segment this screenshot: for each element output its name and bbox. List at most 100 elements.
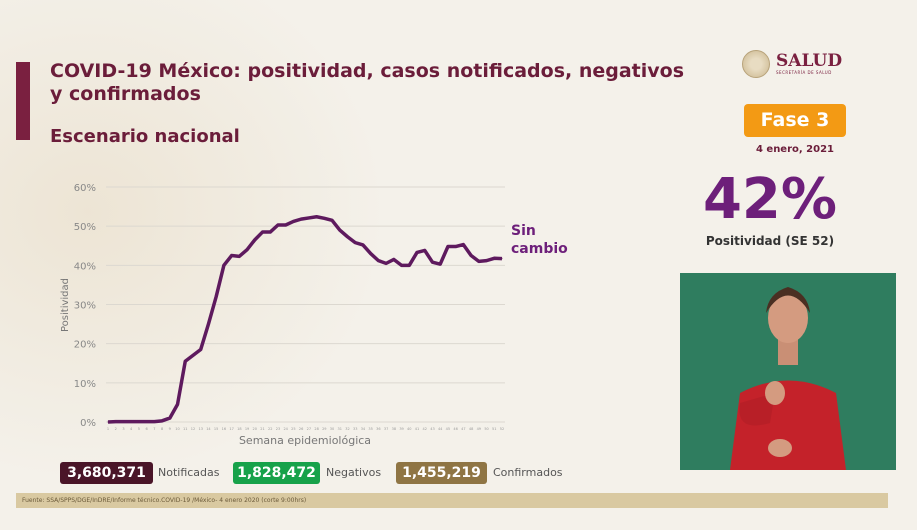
x-tick-label: 37 xyxy=(384,427,388,431)
x-tick-label: 39 xyxy=(399,427,403,431)
x-tick-label: 20 xyxy=(253,427,257,431)
accent-bar xyxy=(16,62,30,140)
x-tick-label: 8 xyxy=(161,427,163,431)
page-title: COVID-19 México: positividad, casos noti… xyxy=(50,60,685,105)
data-point xyxy=(153,421,155,423)
x-tick-label: 49 xyxy=(477,427,481,431)
confirmados-count: 1,455,219 xyxy=(396,462,487,484)
x-tick-label: 27 xyxy=(307,427,311,431)
data-point xyxy=(339,229,341,231)
data-point xyxy=(431,261,433,263)
data-point xyxy=(300,218,302,220)
x-tick-label: 14 xyxy=(206,427,211,431)
data-point xyxy=(207,323,209,325)
data-point xyxy=(385,262,387,264)
date: 4 enero, 2021 xyxy=(755,144,835,155)
x-tick-label: 38 xyxy=(392,427,396,431)
data-point xyxy=(269,231,271,233)
x-tick-label: 32 xyxy=(345,427,349,431)
x-tick-label: 18 xyxy=(237,427,241,431)
positivity-label: Positividad (SE 52) xyxy=(705,234,835,248)
x-tick-label: 19 xyxy=(245,427,249,431)
x-tick-label: 43 xyxy=(430,427,434,431)
x-tick-label: 30 xyxy=(330,427,334,431)
data-point xyxy=(462,244,464,246)
data-point xyxy=(377,260,379,262)
data-point xyxy=(292,220,294,222)
data-point xyxy=(200,349,202,351)
x-tick-label: 52 xyxy=(500,427,504,431)
x-tick-label: 51 xyxy=(492,427,496,431)
y-tick-label: 30% xyxy=(74,301,96,312)
data-point xyxy=(122,421,124,423)
x-tick-label: 47 xyxy=(461,427,465,431)
data-point xyxy=(424,249,426,251)
x-tick-label: 17 xyxy=(229,427,233,431)
data-point xyxy=(184,360,186,362)
x-tick-label: 26 xyxy=(299,427,303,431)
data-point xyxy=(316,216,318,218)
data-point xyxy=(370,253,372,255)
logo-sub: SECRETARÍA DE SALUD xyxy=(776,70,832,75)
data-point xyxy=(169,417,171,419)
data-point xyxy=(246,249,248,251)
data-point xyxy=(323,217,325,219)
data-point xyxy=(262,231,264,233)
data-point xyxy=(439,263,441,265)
x-tick-label: 10 xyxy=(175,427,179,431)
confirmados-label: Confirmados xyxy=(493,466,563,479)
x-tick-label: 5 xyxy=(138,427,140,431)
x-tick-label: 33 xyxy=(353,427,357,431)
positivity-chart: 0%10%20%30%40%50%60%1 2 3 4 5 6 7 8 9 10 11 12 13 14 1… xyxy=(60,183,505,447)
sign-language-video xyxy=(680,273,896,470)
data-point xyxy=(254,239,256,241)
x-tick-label: 3 xyxy=(122,427,124,431)
data-point xyxy=(130,421,132,423)
seal-icon xyxy=(742,50,770,78)
x-tick-label: 48 xyxy=(469,427,473,431)
data-point xyxy=(308,217,310,219)
x-tick-label: 16 xyxy=(222,427,226,431)
phase-badge: Fase 3 xyxy=(744,104,846,137)
data-point xyxy=(408,264,410,266)
data-point xyxy=(238,255,240,257)
negativos-label: Negativos xyxy=(326,466,382,479)
x-tick-label: 46 xyxy=(453,427,457,431)
annotation-line2: cambio xyxy=(511,241,568,257)
data-point xyxy=(455,246,457,248)
annotation-line1: Sin xyxy=(511,223,536,239)
data-point xyxy=(478,260,480,262)
data-point xyxy=(277,224,279,226)
x-tick-label: 9 xyxy=(169,427,171,431)
x-tick-label: 24 xyxy=(283,427,288,431)
data-point xyxy=(215,296,217,298)
data-point xyxy=(501,258,503,260)
positivity-value: 42% xyxy=(702,167,838,232)
data-point xyxy=(115,421,117,423)
data-point xyxy=(393,258,395,260)
data-point xyxy=(138,421,140,423)
x-tick-label: 4 xyxy=(130,427,133,431)
x-tick-label: 2 xyxy=(115,427,117,431)
x-tick-label: 7 xyxy=(153,427,155,431)
x-tick-label: 21 xyxy=(260,427,264,431)
notificadas-count: 3,680,371 xyxy=(60,462,153,484)
chart-annotation: Sin cambio xyxy=(511,222,568,258)
notificadas-label: Notificadas xyxy=(158,466,220,479)
x-tick-label: 44 xyxy=(438,427,443,431)
data-point xyxy=(493,257,495,259)
x-tick-label: 11 xyxy=(183,427,187,431)
x-tick-label: 34 xyxy=(361,427,366,431)
data-point xyxy=(161,420,163,422)
logo-name: SALUD xyxy=(776,51,843,71)
x-tick-label: 45 xyxy=(446,427,450,431)
page-subtitle: Escenario nacional xyxy=(50,126,240,147)
data-point xyxy=(470,255,472,257)
interpreter-figure xyxy=(730,287,846,470)
x-tick-label: 35 xyxy=(368,427,372,431)
positivity-line xyxy=(107,215,503,424)
x-axis-label: Semana epidemiológica xyxy=(239,434,371,447)
data-point xyxy=(107,421,109,423)
x-tick-label: 12 xyxy=(191,427,195,431)
data-point xyxy=(416,251,418,253)
